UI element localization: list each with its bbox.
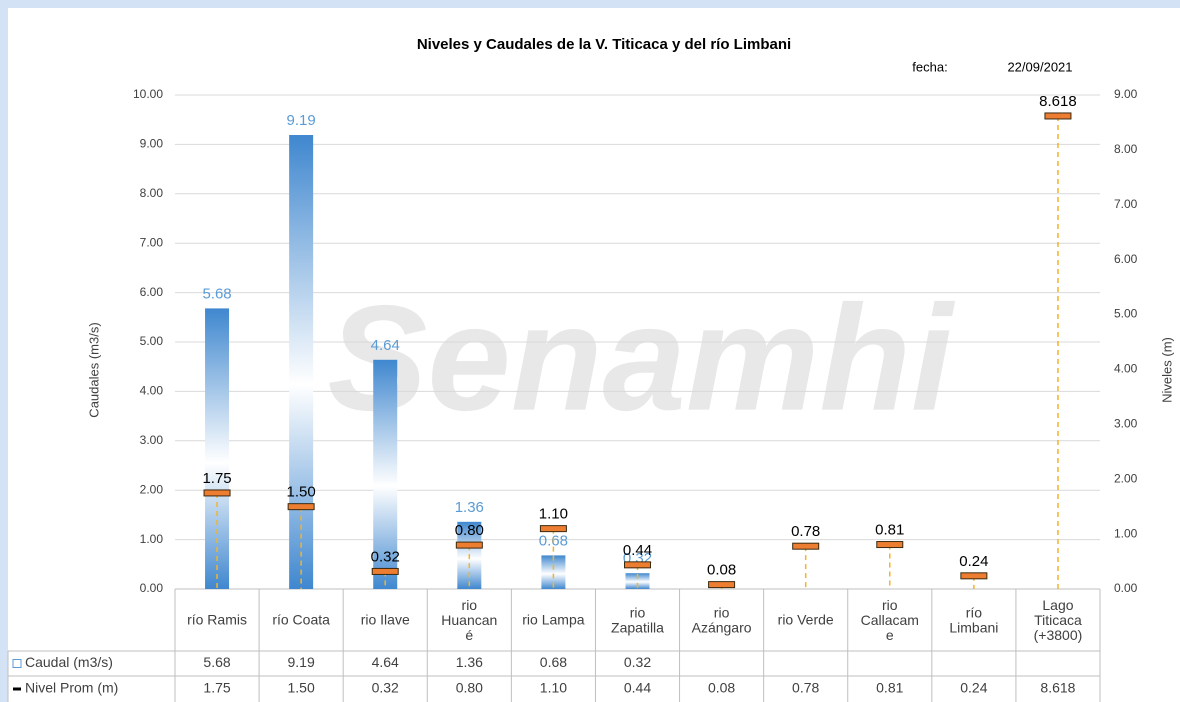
level-marker [709,582,735,588]
y-tick-label: 1.00 [140,532,164,546]
level-marker [625,562,651,568]
y2-tick-label: 9.00 [1114,87,1138,101]
chart: Senamhi Niveles y Caudales de la V. Titi… [0,0,1180,702]
bar [205,308,229,589]
bar-label: 9.19 [287,112,316,129]
y2-tick-label: 4.00 [1114,362,1138,376]
legend-swatch [13,688,21,691]
table-cell: 4.64 [372,654,399,670]
y2-tick-label: 2.00 [1114,471,1138,485]
marker-label: 1.50 [287,484,316,501]
level-marker [372,568,398,574]
marker-label: 0.32 [371,548,400,565]
table-cell: 0.32 [624,654,651,670]
x-tick-label: río Ramis [187,612,247,628]
table-cell: 0.32 [372,680,399,696]
table-cell: 0.68 [540,654,567,670]
y-tick-label: 3.00 [140,433,164,447]
level-marker [204,490,230,496]
x-tick-label: rio Lampa [522,612,584,628]
marker-label: 0.78 [791,523,820,540]
y-tick-label: 8.00 [140,186,164,200]
legend-label: Nivel Prom (m) [25,680,118,696]
marker-label: 0.80 [455,522,484,539]
date-label: fecha: [912,59,947,74]
table-cell: 0.78 [792,680,819,696]
level-marker [1045,113,1071,119]
chart-title: Niveles y Caudales de la V. Titicaca y d… [417,36,791,53]
marker-label: 0.08 [707,562,736,579]
x-tick-label: río Coata [272,612,330,628]
table-cell: 5.68 [203,654,230,670]
marker-label: 1.75 [202,470,231,487]
level-marker [456,542,482,548]
x-tick-label: rio Verde [778,612,834,628]
y-tick-label: 5.00 [140,334,164,348]
bar [289,135,313,589]
marker-label: 1.10 [539,506,568,523]
table-cell: 8.618 [1040,680,1075,696]
watermark: Senamhi [327,274,956,442]
marker-label: 0.44 [623,542,652,559]
y2-tick-label: 8.00 [1114,142,1138,156]
level-marker [793,543,819,549]
table-cell: 0.81 [876,680,903,696]
marker-label: 8.618 [1039,93,1077,110]
marker-label: 0.81 [875,522,904,539]
y-tick-label: 6.00 [140,285,164,299]
table-cell: 1.75 [203,680,230,696]
bar-label: 1.36 [455,499,484,516]
y2-axis-title: Niveles (m) [1159,337,1174,403]
level-marker [961,573,987,579]
y-tick-label: 4.00 [140,384,164,398]
y-tick-label: 10.00 [133,87,163,101]
bar-label: 4.64 [371,337,400,354]
level-marker [540,526,566,532]
level-marker [288,504,314,510]
date: 22/09/2021 [1007,59,1072,74]
y2-tick-label: 3.00 [1114,417,1138,431]
y-tick-label: 7.00 [140,235,164,249]
table-cell: 0.24 [960,680,987,696]
table-cell: 1.50 [288,680,315,696]
marker-label: 0.24 [959,553,988,570]
table-cell: 9.19 [288,654,315,670]
x-tick-label: rio Ilave [361,612,410,628]
y-axis-title: Caudales (m3/s) [86,322,101,417]
table-cell: 1.36 [456,654,483,670]
table-cell: 1.10 [540,680,567,696]
legend-label: Caudal (m3/s) [25,654,113,670]
y2-tick-label: 5.00 [1114,307,1138,321]
table-cell: 0.80 [456,680,483,696]
y-tick-label: 0.00 [140,581,164,595]
y-tick-label: 2.00 [140,482,164,496]
y2-tick-label: 0.00 [1114,581,1138,595]
y2-tick-label: 1.00 [1114,526,1138,540]
table-cell: 0.08 [708,680,735,696]
level-marker [877,542,903,548]
legend-swatch [13,660,21,668]
y2-tick-label: 6.00 [1114,252,1138,266]
y2-tick-label: 7.00 [1114,197,1138,211]
table-cell: 0.44 [624,680,651,696]
y-tick-label: 9.00 [140,137,164,151]
bar-label: 5.68 [202,285,231,302]
